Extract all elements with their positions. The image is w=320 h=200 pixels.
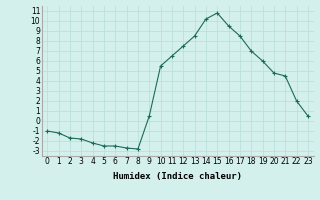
X-axis label: Humidex (Indice chaleur): Humidex (Indice chaleur) (113, 172, 242, 181)
